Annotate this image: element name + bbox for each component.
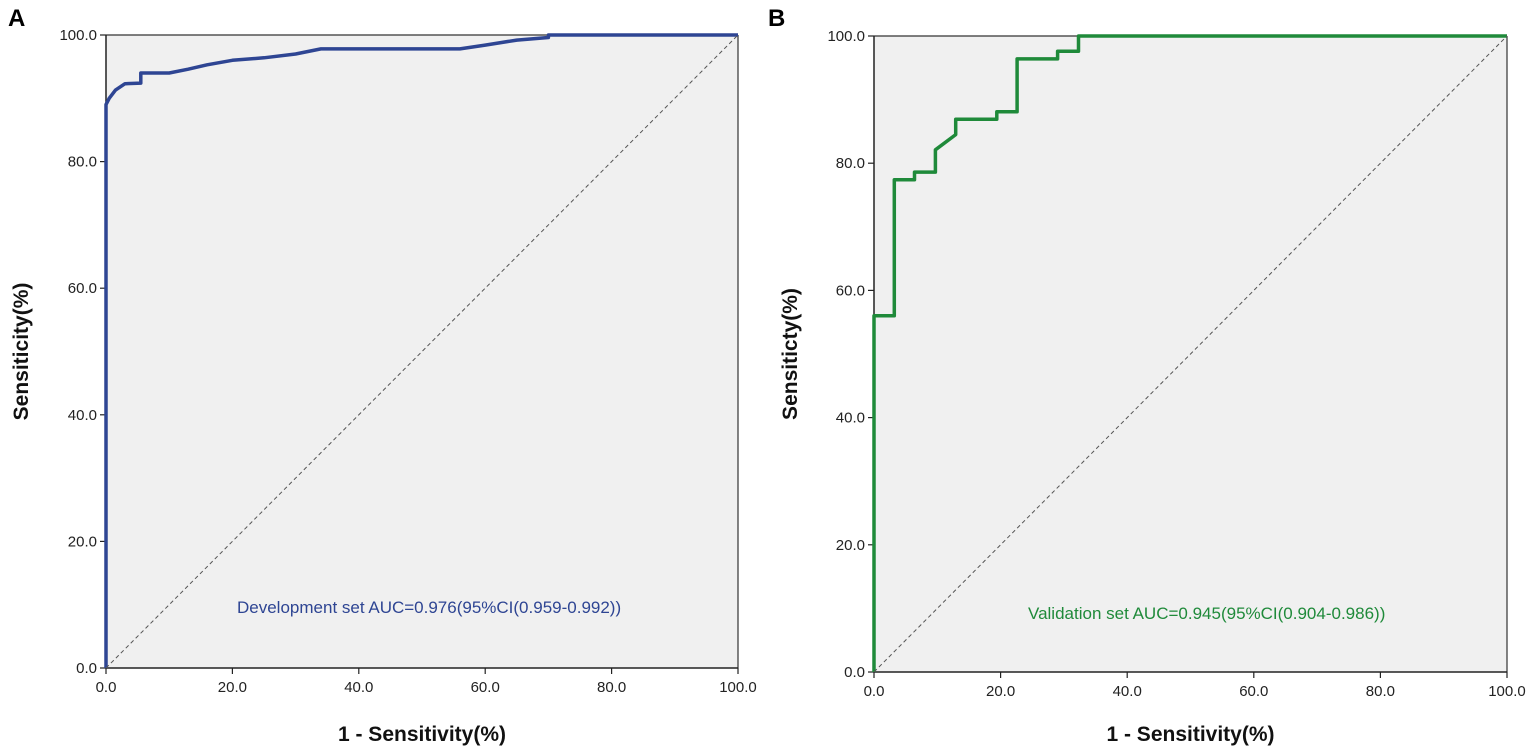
y-tick-label: 60.0	[836, 282, 865, 299]
x-tick-label: 100.0	[1488, 683, 1526, 700]
x-tick-label: 20.0	[986, 683, 1015, 700]
y-axis-title: Sensiticty(%)	[779, 288, 802, 420]
roc-curve-line	[872, 34, 1507, 672]
y-tick-label: 60.0	[68, 280, 97, 297]
y-tick-label: 40.0	[836, 410, 865, 427]
x-axis-title: 1 - Sensitivity(%)	[1106, 723, 1274, 746]
y-tick-label: 0.0	[76, 660, 97, 677]
y-tick-label: 40.0	[68, 407, 97, 424]
y-tick-label: 0.0	[844, 664, 865, 681]
roc-curve-line	[104, 33, 738, 668]
x-tick-label: 60.0	[471, 679, 500, 696]
x-tick-label: 100.0	[719, 679, 757, 696]
y-tick-label: 100.0	[827, 28, 865, 45]
y-tick-label: 20.0	[836, 537, 865, 554]
panel-a: A 0.0 20.0 40.0 60.0 80.0 100.0 0.0 20.0 40.0 60.0…	[8, 5, 757, 746]
x-tick-label: 20.0	[218, 679, 247, 696]
y-tick-label: 100.0	[59, 27, 97, 44]
x-tick-label: 60.0	[1239, 683, 1268, 700]
x-tick-label: 40.0	[1113, 683, 1142, 700]
panel-letter: A	[8, 5, 25, 32]
x-tick-label: 80.0	[597, 679, 626, 696]
panel-b: B 0.0 20.0 40.0 60.0 80.0 100.0 0.0 20.0 40.0 60.0…	[768, 5, 1526, 746]
auc-annotation: Validation set AUC=0.945(95%CI(0.904-0.9…	[1028, 604, 1385, 623]
reference-diagonal-line	[105, 34, 739, 669]
panel-letter: B	[768, 5, 785, 32]
reference-diagonal-line	[873, 35, 1508, 673]
x-axis-title: 1 - Sensitivity(%)	[338, 723, 506, 746]
y-tick-label: 80.0	[836, 155, 865, 172]
y-tick-label: 20.0	[68, 533, 97, 550]
y-tick-label: 80.0	[68, 154, 97, 171]
auc-annotation: Development set AUC=0.976(95%CI(0.959-0.…	[237, 598, 621, 617]
x-tick-label: 0.0	[96, 679, 117, 696]
x-tick-label: 40.0	[344, 679, 373, 696]
x-tick-label: 0.0	[864, 683, 885, 700]
x-tick-label: 80.0	[1366, 683, 1395, 700]
y-axis-title: Sensiticity(%)	[10, 283, 33, 421]
